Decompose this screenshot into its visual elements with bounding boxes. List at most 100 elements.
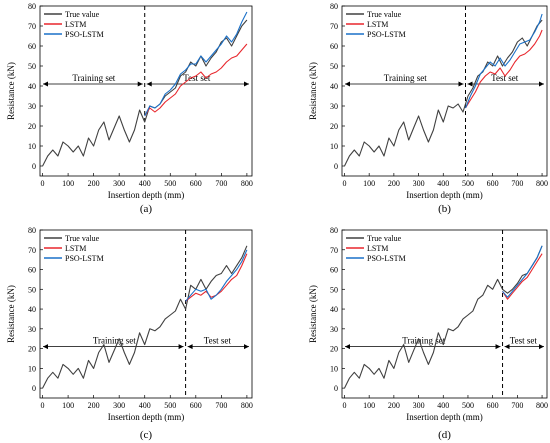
training-set-label: Training set bbox=[72, 73, 115, 83]
legend-label: True value bbox=[367, 10, 402, 19]
legend-label: True value bbox=[65, 234, 100, 243]
legend-label: LSTM bbox=[65, 20, 86, 29]
series-line-lstm bbox=[185, 253, 248, 302]
training-set-label: Training set bbox=[384, 73, 427, 83]
x-tick-label: 0 bbox=[41, 401, 45, 410]
y-tick-label: 50 bbox=[28, 285, 36, 294]
y-tick-label: 30 bbox=[28, 325, 36, 334]
x-tick-label: 700 bbox=[215, 179, 227, 188]
y-tick-label: 30 bbox=[330, 325, 338, 334]
x-tick-label: 100 bbox=[62, 401, 74, 410]
test-set-label: Test set bbox=[183, 73, 211, 83]
test-arrowhead-right bbox=[244, 81, 249, 87]
x-tick-label: 100 bbox=[363, 179, 375, 188]
y-tick-label: 10 bbox=[28, 142, 36, 151]
x-tick-label: 100 bbox=[62, 179, 74, 188]
panel-label: (b) bbox=[438, 203, 451, 215]
y-axis-title: Resistance (kN) bbox=[308, 285, 318, 343]
x-tick-label: 0 bbox=[342, 401, 346, 410]
y-axis-title: Resistance (kN) bbox=[6, 285, 16, 343]
y-axis-title: Resistance (kN) bbox=[308, 62, 318, 120]
y-tick-label: 60 bbox=[330, 42, 338, 51]
x-tick-label: 700 bbox=[511, 179, 523, 188]
x-axis-title: Insertion depth (mm) bbox=[406, 190, 482, 200]
panel-label: (a) bbox=[140, 203, 153, 215]
x-tick-label: 200 bbox=[388, 401, 400, 410]
test-arrowhead-right bbox=[539, 344, 544, 350]
y-tick-label: 20 bbox=[28, 345, 36, 354]
test-set-label: Test set bbox=[204, 336, 232, 346]
x-tick-label: 600 bbox=[487, 179, 499, 188]
x-tick-label: 700 bbox=[511, 401, 523, 410]
y-tick-label: 60 bbox=[330, 266, 338, 275]
y-tick-label: 20 bbox=[330, 345, 338, 354]
test-arrowhead-right bbox=[244, 344, 249, 350]
x-tick-label: 700 bbox=[215, 401, 227, 410]
legend-label: PSO-LSTM bbox=[65, 254, 104, 263]
x-tick-label: 200 bbox=[388, 179, 400, 188]
y-tick-label: 60 bbox=[28, 266, 36, 275]
series-line-lstm bbox=[144, 43, 248, 117]
x-tick-label: 300 bbox=[413, 179, 425, 188]
y-tick-label: 40 bbox=[28, 305, 36, 314]
y-tick-label: 10 bbox=[28, 364, 36, 373]
x-tick-label: 500 bbox=[164, 401, 176, 410]
legend-label: PSO-LSTM bbox=[367, 30, 406, 39]
training-arrowhead-right bbox=[458, 81, 464, 87]
series-line-true-value bbox=[344, 245, 543, 389]
legend-label: LSTM bbox=[65, 244, 86, 253]
x-tick-label: 400 bbox=[139, 401, 151, 410]
y-tick-label: 10 bbox=[330, 142, 338, 151]
training-arrowhead-left bbox=[43, 344, 48, 350]
x-tick-label: 800 bbox=[241, 179, 253, 188]
series-line-pso-lstm bbox=[502, 245, 543, 298]
test-set-label: Test set bbox=[491, 73, 519, 83]
x-tick-label: 400 bbox=[437, 179, 449, 188]
y-tick-label: 60 bbox=[28, 42, 36, 51]
series-line-lstm bbox=[465, 29, 543, 109]
x-tick-label: 600 bbox=[190, 179, 202, 188]
legend-label: True value bbox=[65, 10, 100, 19]
test-set-label: Test set bbox=[510, 336, 538, 346]
panel-label: (c) bbox=[140, 429, 153, 441]
x-tick-label: 0 bbox=[342, 179, 346, 188]
y-tick-label: 40 bbox=[330, 305, 338, 314]
x-axis-title: Insertion depth (mm) bbox=[406, 412, 482, 422]
x-tick-label: 600 bbox=[190, 401, 202, 410]
plot-frame bbox=[39, 229, 253, 399]
test-arrowhead-left bbox=[146, 81, 152, 87]
y-tick-label: 80 bbox=[28, 2, 36, 11]
x-axis-title: Insertion depth (mm) bbox=[108, 412, 184, 422]
legend-label: LSTM bbox=[367, 20, 388, 29]
x-tick-label: 800 bbox=[536, 179, 548, 188]
training-arrowhead-right bbox=[495, 344, 501, 350]
y-tick-label: 0 bbox=[32, 384, 36, 393]
y-tick-label: 20 bbox=[330, 122, 338, 131]
series-line-pso-lstm bbox=[185, 249, 248, 302]
y-tick-label: 70 bbox=[330, 22, 338, 31]
x-axis-title: Insertion depth (mm) bbox=[108, 190, 184, 200]
x-tick-label: 800 bbox=[536, 401, 548, 410]
test-arrowhead-left bbox=[504, 344, 510, 350]
x-tick-label: 600 bbox=[487, 401, 499, 410]
test-arrowhead-right bbox=[539, 81, 544, 87]
training-arrowhead-right bbox=[137, 81, 143, 87]
plot-frame bbox=[39, 5, 253, 177]
series-line-true-value bbox=[42, 19, 248, 167]
series-line-lstm bbox=[502, 253, 543, 300]
y-tick-label: 20 bbox=[28, 122, 36, 131]
panel-label: (d) bbox=[438, 429, 451, 441]
y-tick-label: 80 bbox=[28, 226, 36, 235]
training-arrowhead-right bbox=[178, 344, 184, 350]
legend-label: PSO-LSTM bbox=[65, 30, 104, 39]
y-tick-label: 30 bbox=[28, 102, 36, 111]
legend-label: LSTM bbox=[367, 244, 388, 253]
x-tick-label: 100 bbox=[363, 401, 375, 410]
y-tick-label: 40 bbox=[330, 82, 338, 91]
x-tick-label: 400 bbox=[139, 179, 151, 188]
y-tick-label: 0 bbox=[32, 162, 36, 171]
x-tick-label: 300 bbox=[113, 401, 125, 410]
x-tick-label: 200 bbox=[88, 401, 100, 410]
test-arrowhead-left bbox=[467, 81, 473, 87]
x-tick-label: 500 bbox=[462, 179, 474, 188]
